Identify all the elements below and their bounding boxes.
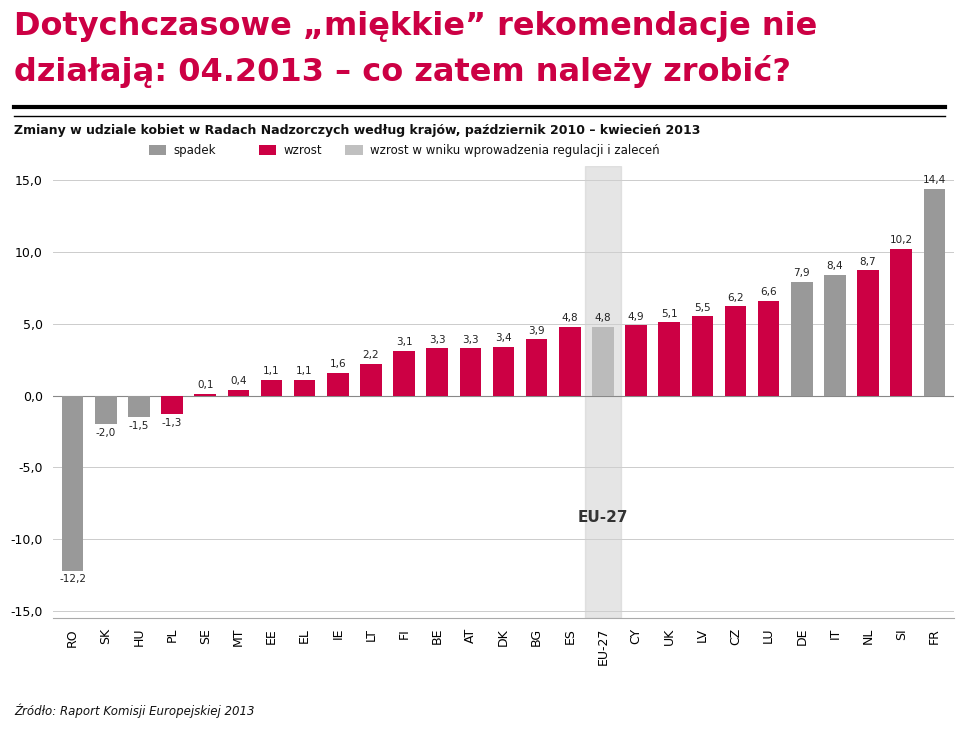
Text: Zmiany w udziale kobiet w Radach Nadzorczych według krajów, październik 2010 – k: Zmiany w udziale kobiet w Radach Nadzorc… <box>14 124 701 137</box>
Bar <box>758 301 780 395</box>
Text: 3,3: 3,3 <box>429 334 446 344</box>
Bar <box>129 395 150 417</box>
Text: 3,1: 3,1 <box>396 337 412 347</box>
Text: 1,6: 1,6 <box>330 359 346 369</box>
Bar <box>327 372 348 395</box>
Bar <box>592 327 614 395</box>
Bar <box>857 271 878 395</box>
Text: 0,4: 0,4 <box>230 376 246 386</box>
Bar <box>293 380 316 395</box>
Bar <box>62 395 83 571</box>
Text: 1,1: 1,1 <box>296 366 313 376</box>
Text: 10,2: 10,2 <box>890 236 913 245</box>
Bar <box>659 322 680 395</box>
Text: 7,9: 7,9 <box>793 269 810 278</box>
Text: 6,6: 6,6 <box>760 287 777 297</box>
Text: Dotychczasowe „miękkie” rekomendacje nie: Dotychczasowe „miękkie” rekomendacje nie <box>14 11 818 42</box>
Bar <box>791 282 812 395</box>
Text: Źródło: Raport Komisji Europejskiej 2013: Źródło: Raport Komisji Europejskiej 2013 <box>14 703 255 718</box>
Bar <box>261 380 282 395</box>
Text: 8,4: 8,4 <box>827 261 843 272</box>
Text: EU-27: EU-27 <box>577 510 628 526</box>
Bar <box>824 275 846 395</box>
Text: PL: PL <box>162 510 182 526</box>
Text: 3,4: 3,4 <box>495 333 512 343</box>
Text: działają: 04.2013 – co zatem należy zrobić?: działają: 04.2013 – co zatem należy zrob… <box>14 55 791 88</box>
Bar <box>361 364 382 395</box>
Text: 4,8: 4,8 <box>595 313 611 323</box>
Bar <box>95 395 117 424</box>
Bar <box>585 166 621 618</box>
Bar <box>924 188 945 395</box>
Text: 3,9: 3,9 <box>528 326 545 336</box>
Bar <box>227 390 249 395</box>
Bar <box>459 348 481 395</box>
Text: wzrost w wniku wprowadzenia regulacji i zaleceń: wzrost w wniku wprowadzenia regulacji i … <box>370 144 660 157</box>
Text: -2,0: -2,0 <box>96 428 116 438</box>
Text: 6,2: 6,2 <box>727 293 744 302</box>
Text: 5,1: 5,1 <box>661 308 677 319</box>
Text: 8,7: 8,7 <box>859 257 877 267</box>
Bar <box>890 249 912 395</box>
Bar <box>691 316 713 395</box>
Text: 3,3: 3,3 <box>462 334 479 344</box>
Text: wzrost: wzrost <box>284 144 322 157</box>
Bar <box>195 394 216 395</box>
Bar <box>725 306 746 395</box>
Bar <box>493 347 514 395</box>
Text: -1,5: -1,5 <box>129 421 149 431</box>
Text: 0,1: 0,1 <box>197 381 214 391</box>
Text: -1,3: -1,3 <box>162 418 182 428</box>
Text: spadek: spadek <box>174 144 216 157</box>
Bar <box>161 395 183 414</box>
Text: 4,8: 4,8 <box>561 313 578 323</box>
Text: 14,4: 14,4 <box>923 175 946 185</box>
Text: -12,2: -12,2 <box>59 574 86 584</box>
Bar <box>393 351 415 395</box>
Text: 5,5: 5,5 <box>694 303 711 313</box>
Text: 2,2: 2,2 <box>363 350 379 361</box>
Bar <box>427 348 448 395</box>
Text: 1,1: 1,1 <box>263 366 280 376</box>
Bar <box>526 339 548 395</box>
Bar <box>625 325 646 395</box>
Bar <box>559 327 580 395</box>
Text: 4,9: 4,9 <box>628 311 644 322</box>
